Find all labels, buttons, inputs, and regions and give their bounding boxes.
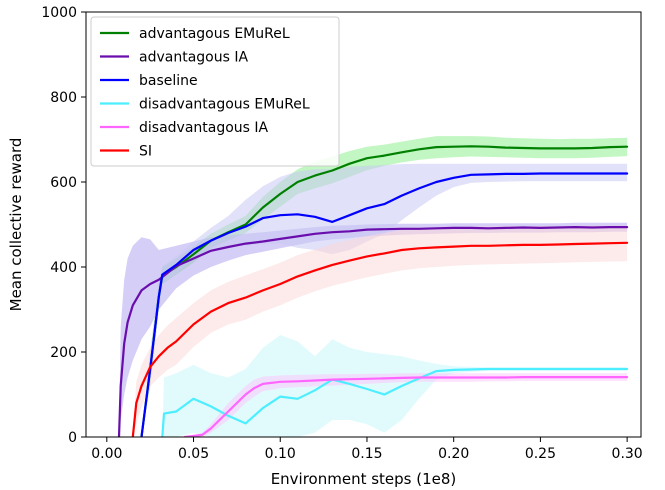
y-tick-label: 200 [50, 345, 77, 361]
line-series-2 [140, 172, 629, 437]
axes: 0.00 0.05 0.10 0.15 0.20 0.25 0.30 0 200 400 600 80… [41, 5, 642, 462]
legend: advantagous EMuReL advantagous IA baseline… [90, 16, 340, 167]
x-tick-label: 0.20 [438, 446, 469, 462]
x-tick-label: 0.10 [265, 446, 296, 462]
line-series-0 [140, 145, 629, 437]
band-series-2 [141, 163, 628, 437]
line-series-5 [131, 241, 629, 437]
y-tick-label: 400 [50, 260, 77, 276]
band-series-3 [162, 335, 628, 437]
y-tick-label: 0 [68, 430, 77, 446]
legend-label: baseline [139, 73, 198, 89]
x-tick-label: 0.00 [91, 446, 122, 462]
x-axis-label: Environment steps (1e8) [271, 470, 457, 488]
series-lines [117, 145, 629, 437]
band-series-4 [184, 373, 628, 437]
line-series-3 [161, 367, 629, 437]
y-tick-label: 600 [50, 175, 77, 191]
legend-label: disadvantagous IA [139, 120, 269, 136]
x-tick-label: 0.25 [525, 446, 556, 462]
line-series-1 [117, 226, 629, 437]
legend-label: advantagous EMuReL [139, 26, 290, 42]
legend-label: advantagous IA [139, 50, 248, 66]
line-series-4 [183, 376, 629, 437]
legend-label: disadvantagous EMuReL [139, 97, 310, 113]
band-series-5 [132, 225, 628, 437]
y-tick-label: 1000 [41, 5, 77, 21]
x-tick-label: 0.30 [612, 446, 643, 462]
legend-box [90, 16, 340, 167]
confidence-bands [119, 136, 628, 437]
y-tick-label: 800 [50, 90, 77, 106]
x-tick-label: 0.05 [178, 446, 209, 462]
plot-frame [85, 11, 642, 438]
y-axis-label: Mean collective reward [7, 138, 25, 312]
legend-label: SI [139, 144, 152, 160]
x-tick-label: 0.15 [351, 446, 382, 462]
